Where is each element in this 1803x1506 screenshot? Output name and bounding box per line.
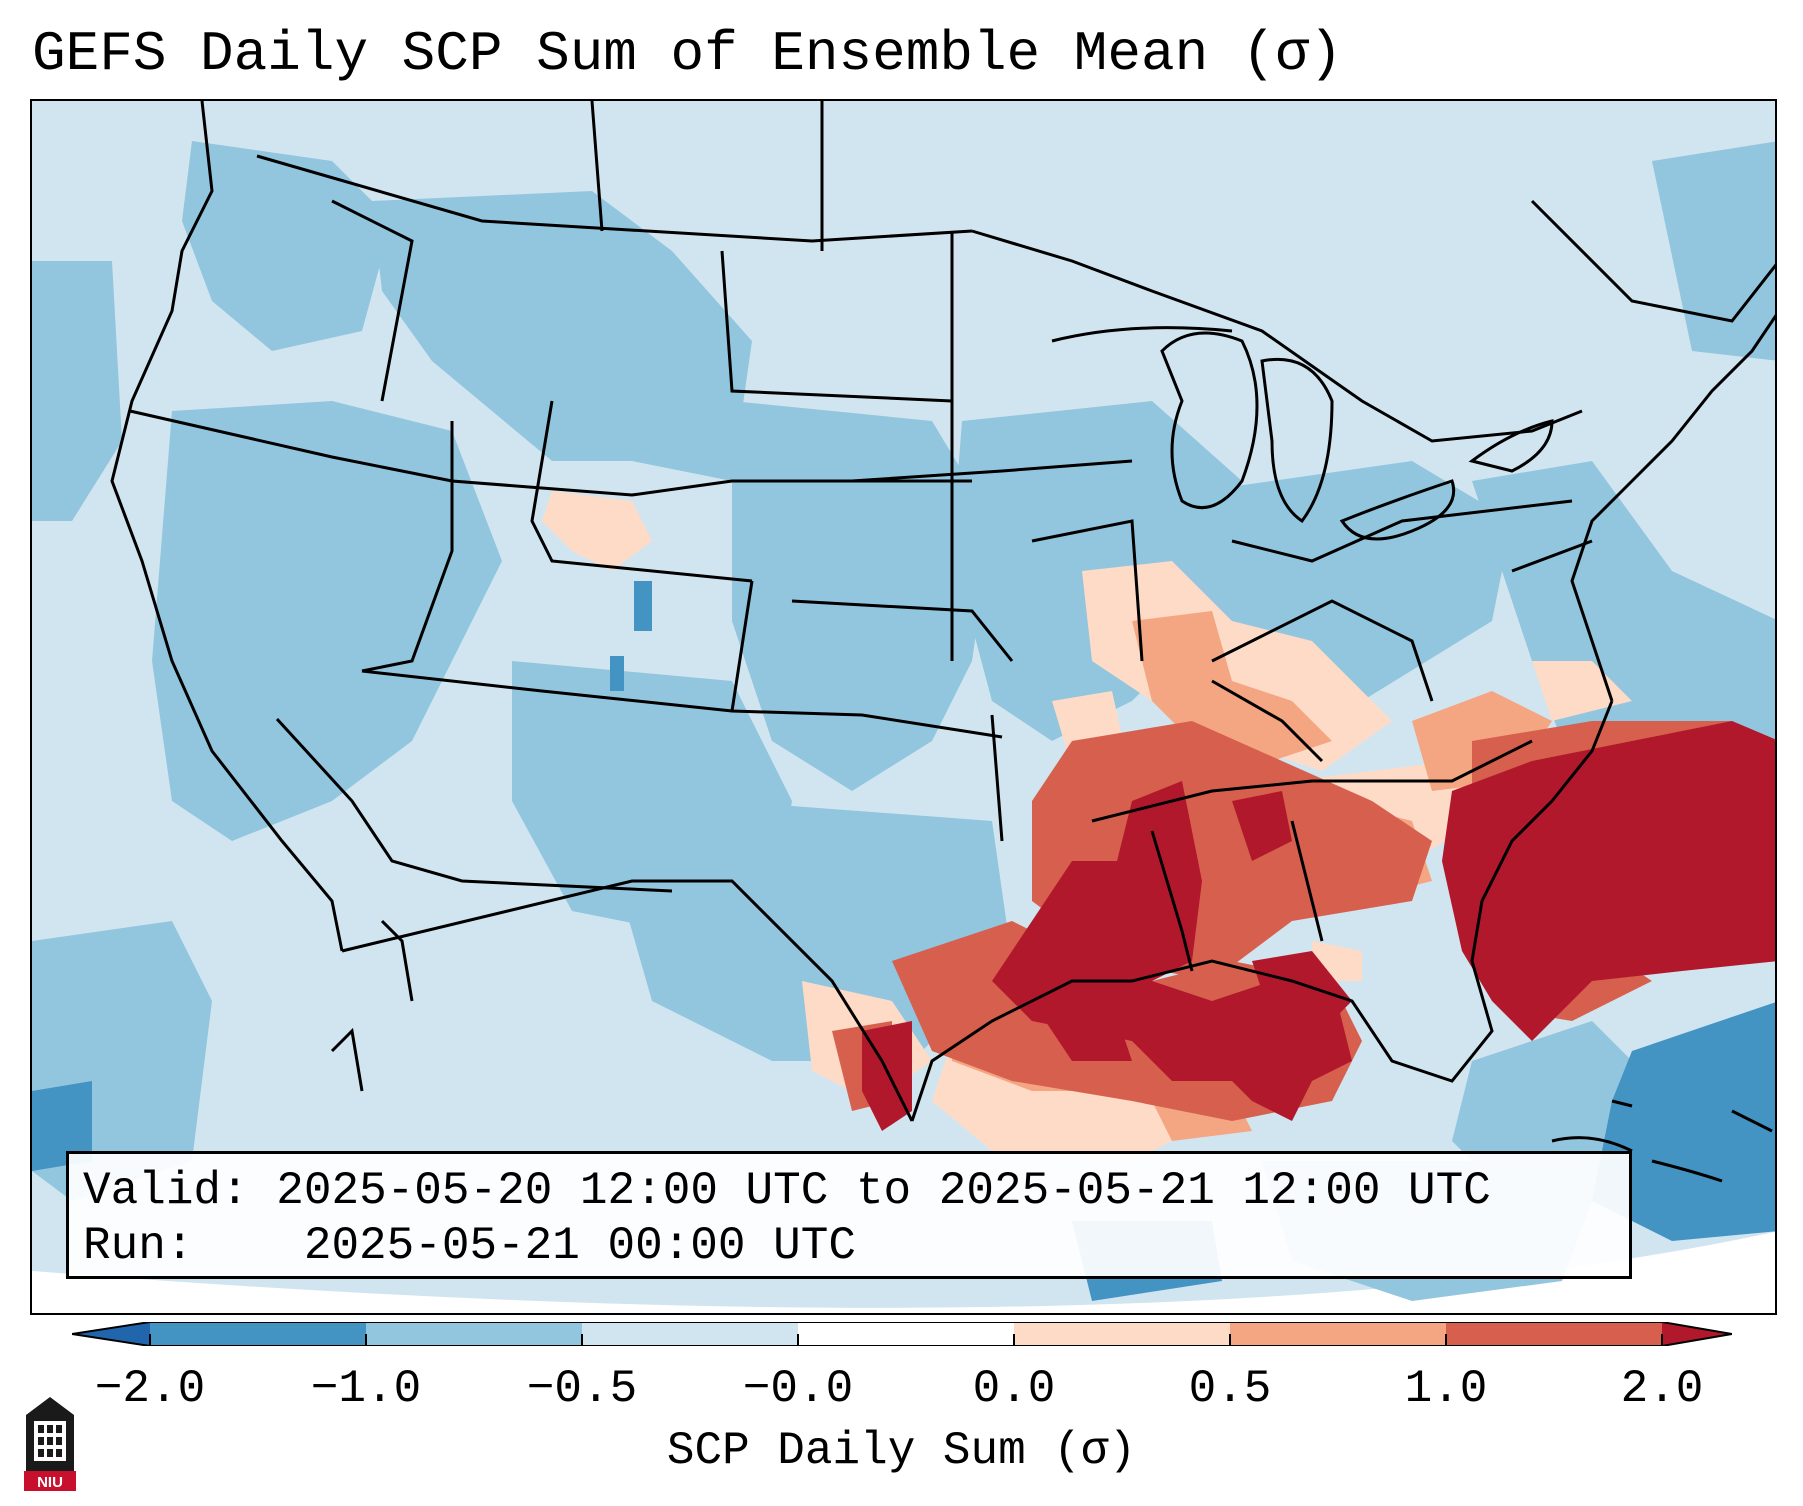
map-panel xyxy=(30,99,1777,1315)
field-gt-2 xyxy=(862,721,1775,1131)
colorbar-title: SCP Daily Sum (σ) xyxy=(666,1425,1137,1477)
run-label: Run: xyxy=(83,1220,194,1272)
colorbar-tick-label: 2.0 xyxy=(1620,1363,1704,1415)
colorbar-segment-2 xyxy=(366,1322,582,1346)
colorbar-tick-label: −0.0 xyxy=(742,1363,854,1415)
valid-label: Valid: xyxy=(83,1165,249,1217)
colorbar-segment-3 xyxy=(582,1322,798,1346)
colorbar-segment-5 xyxy=(1014,1322,1230,1346)
colorbar-under-extension xyxy=(72,1322,150,1346)
colorbar-over-extension xyxy=(1662,1322,1732,1346)
colorbar-segment-1 xyxy=(150,1322,366,1346)
colorbar-segment-6 xyxy=(1230,1322,1446,1346)
colorbar-tick-label: −1.0 xyxy=(310,1363,422,1415)
colorbar-tick-label: 1.0 xyxy=(1404,1363,1488,1415)
validity-info-box: Valid: 2025-05-20 12:00 UTC to 2025-05-2… xyxy=(66,1151,1632,1279)
colorbar-tick-label: 0.0 xyxy=(972,1363,1056,1415)
islands xyxy=(330,919,1773,1183)
valid-value: 2025-05-20 12:00 UTC to 2025-05-21 12:00… xyxy=(276,1165,1491,1217)
scp-field-map xyxy=(32,101,1775,1308)
colorbar-segment-4 xyxy=(798,1322,1014,1346)
figure-title: GEFS Daily SCP Sum of Ensemble Mean (σ) xyxy=(32,22,1343,86)
colorbar xyxy=(72,1322,1732,1346)
borders xyxy=(110,101,1775,1122)
colorbar-tick-label: −2.0 xyxy=(94,1363,206,1415)
niu-logo: NIU xyxy=(24,1397,76,1491)
colorbar-segment-7 xyxy=(1446,1322,1662,1346)
colorbar-tick-label: 0.5 xyxy=(1188,1363,1272,1415)
run-value: 2025-05-21 00:00 UTC xyxy=(303,1220,856,1272)
colorbar-tick-label: −0.5 xyxy=(526,1363,638,1415)
svg-text:NIU: NIU xyxy=(37,1474,63,1491)
